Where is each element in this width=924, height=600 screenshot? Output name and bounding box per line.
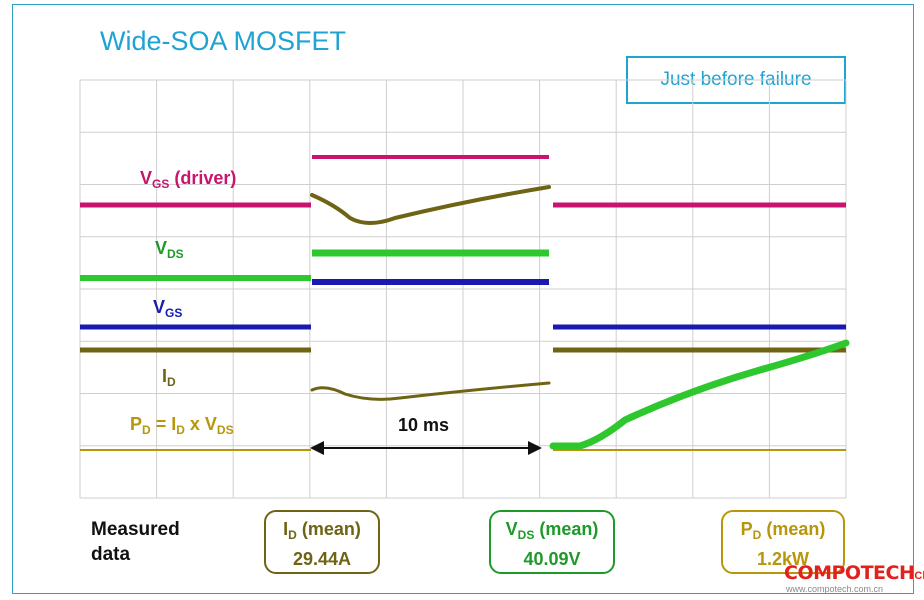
label-id: ID: [162, 366, 176, 389]
trace-id-pulse: [310, 381, 551, 401]
duration-label: 10 ms: [398, 415, 450, 435]
pd-mean-value: 1.2kW: [756, 549, 810, 569]
trace-vgs-droop: [310, 185, 551, 225]
measured-data-label: Measured data: [91, 519, 180, 565]
pd-mean-box: PD (mean) 1.2kW: [721, 510, 845, 574]
label-vgs-driver: VGS (driver): [140, 168, 237, 191]
id-mean-box: ID (mean) 29.44A: [264, 510, 380, 574]
duration-arrow: [310, 441, 542, 455]
scope-traces: [80, 155, 850, 451]
watermark-logo: COMPOTECHChina www.compotech.com.cn: [784, 562, 924, 594]
vds-mean-value: 40.09V: [523, 549, 581, 569]
label-pd-formula: PD = ID x VDS: [130, 414, 234, 437]
label-vgs: VGS: [153, 297, 183, 320]
label-vds: VDS: [155, 238, 184, 261]
id-mean-value: 29.44A: [292, 549, 352, 569]
scope-grid: [79, 79, 847, 499]
vds-mean-box: VDS (mean) 40.09V: [489, 510, 615, 574]
figure-frame: [12, 4, 914, 594]
page-title: Wide-SOA MOSFET: [100, 26, 347, 56]
trace-vds-rising: [549, 339, 850, 450]
